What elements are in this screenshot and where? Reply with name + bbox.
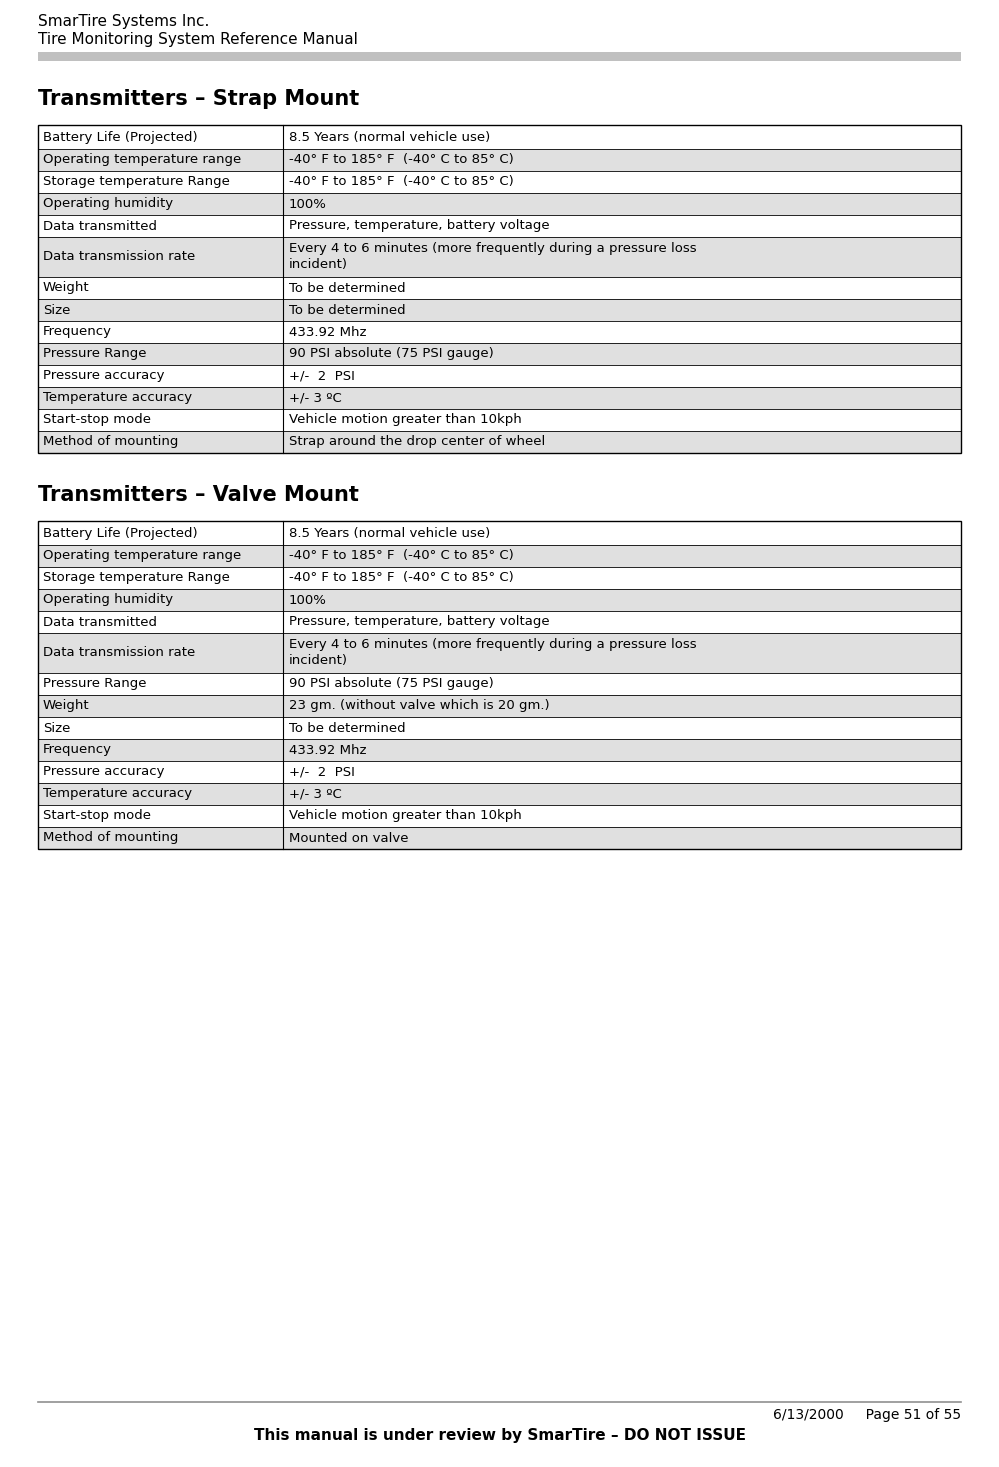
Text: 100%: 100%	[289, 198, 327, 210]
Text: Frequency: Frequency	[43, 326, 112, 339]
Text: incident): incident)	[289, 258, 348, 271]
Bar	[38, 172, 961, 194]
Bar	[38, 521, 961, 546]
Text: To be determined: To be determined	[289, 722, 406, 735]
Text: 8.5 Years (normal vehicle use): 8.5 Years (normal vehicle use)	[289, 527, 490, 540]
Text: Size: Size	[43, 722, 70, 735]
Bar	[38, 673, 961, 695]
Text: To be determined: To be determined	[289, 282, 406, 295]
Bar	[38, 761, 961, 783]
Text: -40° F to 185° F  (-40° C to 85° C): -40° F to 185° F (-40° C to 85° C)	[289, 572, 513, 584]
Bar	[38, 321, 961, 343]
Text: Frequency: Frequency	[43, 744, 112, 757]
Bar	[38, 150, 961, 172]
Bar	[38, 277, 961, 299]
Text: Operating temperature range: Operating temperature range	[43, 154, 241, 166]
Text: Weight: Weight	[43, 700, 90, 713]
Text: +/- 3 ºC: +/- 3 ºC	[289, 392, 342, 405]
Text: -40° F to 185° F  (-40° C to 85° C): -40° F to 185° F (-40° C to 85° C)	[289, 176, 513, 188]
Bar	[38, 194, 961, 216]
Text: Vehicle motion greater than 10kph: Vehicle motion greater than 10kph	[289, 810, 521, 823]
Text: Pressure accuracy: Pressure accuracy	[43, 370, 165, 383]
Text: Operating temperature range: Operating temperature range	[43, 550, 241, 562]
Text: Start-stop mode: Start-stop mode	[43, 414, 151, 427]
Text: Operating humidity: Operating humidity	[43, 594, 173, 606]
Text: Every 4 to 6 minutes (more frequently during a pressure loss: Every 4 to 6 minutes (more frequently du…	[289, 242, 696, 255]
Text: Method of mounting: Method of mounting	[43, 832, 179, 845]
Bar	[38, 343, 961, 365]
Text: SmarTire Systems Inc.: SmarTire Systems Inc.	[38, 15, 210, 29]
Bar	[38, 238, 961, 277]
Bar	[38, 568, 961, 588]
Text: To be determined: To be determined	[289, 304, 406, 317]
Text: Pressure Range: Pressure Range	[43, 348, 147, 361]
Bar	[38, 125, 961, 453]
Bar	[38, 365, 961, 387]
Text: +/-  2  PSI: +/- 2 PSI	[289, 370, 355, 383]
Text: Data transmitted: Data transmitted	[43, 220, 157, 232]
Text: Method of mounting: Method of mounting	[43, 436, 179, 449]
Text: Start-stop mode: Start-stop mode	[43, 810, 151, 823]
Text: -40° F to 185° F  (-40° C to 85° C): -40° F to 185° F (-40° C to 85° C)	[289, 154, 513, 166]
Bar	[38, 805, 961, 827]
Text: Data transmission rate: Data transmission rate	[43, 647, 195, 660]
Text: Temperature accuracy: Temperature accuracy	[43, 788, 192, 801]
Text: 100%: 100%	[289, 594, 327, 606]
Text: Pressure Range: Pressure Range	[43, 678, 147, 691]
Text: Tire Monitoring System Reference Manual: Tire Monitoring System Reference Manual	[38, 32, 358, 47]
Text: Mounted on valve: Mounted on valve	[289, 832, 409, 845]
Text: Every 4 to 6 minutes (more frequently during a pressure loss: Every 4 to 6 minutes (more frequently du…	[289, 638, 696, 651]
Bar	[38, 610, 961, 632]
Text: Transmitters – Strap Mount: Transmitters – Strap Mount	[38, 89, 360, 109]
Text: Vehicle motion greater than 10kph: Vehicle motion greater than 10kph	[289, 414, 521, 427]
Text: +/- 3 ºC: +/- 3 ºC	[289, 788, 342, 801]
Text: incident): incident)	[289, 654, 348, 666]
Bar	[38, 387, 961, 409]
Text: Pressure, temperature, battery voltage: Pressure, temperature, battery voltage	[289, 616, 549, 628]
Text: 8.5 Years (normal vehicle use): 8.5 Years (normal vehicle use)	[289, 131, 490, 144]
Text: +/-  2  PSI: +/- 2 PSI	[289, 766, 355, 779]
Bar	[38, 695, 961, 717]
Bar	[38, 51, 961, 62]
Text: Pressure accuracy: Pressure accuracy	[43, 766, 165, 779]
Text: Temperature accuracy: Temperature accuracy	[43, 392, 192, 405]
Text: 90 PSI absolute (75 PSI gauge): 90 PSI absolute (75 PSI gauge)	[289, 678, 494, 691]
Text: Strap around the drop center of wheel: Strap around the drop center of wheel	[289, 436, 544, 449]
Bar	[38, 783, 961, 805]
Text: Size: Size	[43, 304, 70, 317]
Bar	[38, 739, 961, 761]
Text: Operating humidity: Operating humidity	[43, 198, 173, 210]
Bar	[38, 717, 961, 739]
Text: 6/13/2000     Page 51 of 55: 6/13/2000 Page 51 of 55	[773, 1408, 961, 1422]
Text: 23 gm. (without valve which is 20 gm.): 23 gm. (without valve which is 20 gm.)	[289, 700, 549, 713]
Text: 433.92 Mhz: 433.92 Mhz	[289, 326, 366, 339]
Bar	[38, 521, 961, 849]
Text: Storage temperature Range: Storage temperature Range	[43, 176, 230, 188]
Text: Weight: Weight	[43, 282, 90, 295]
Text: Battery Life (Projected): Battery Life (Projected)	[43, 131, 198, 144]
Text: 90 PSI absolute (75 PSI gauge): 90 PSI absolute (75 PSI gauge)	[289, 348, 494, 361]
Bar	[38, 299, 961, 321]
Text: Storage temperature Range: Storage temperature Range	[43, 572, 230, 584]
Text: Data transmission rate: Data transmission rate	[43, 251, 195, 264]
Text: Battery Life (Projected): Battery Life (Projected)	[43, 527, 198, 540]
Bar	[38, 588, 961, 610]
Bar	[38, 632, 961, 673]
Text: This manual is under review by SmarTire – DO NOT ISSUE: This manual is under review by SmarTire …	[254, 1427, 745, 1444]
Bar	[38, 431, 961, 453]
Text: Data transmitted: Data transmitted	[43, 616, 157, 628]
Bar	[38, 216, 961, 238]
Bar	[38, 125, 961, 150]
Text: 433.92 Mhz: 433.92 Mhz	[289, 744, 366, 757]
Bar	[38, 546, 961, 568]
Bar	[38, 827, 961, 849]
Text: Pressure, temperature, battery voltage: Pressure, temperature, battery voltage	[289, 220, 549, 232]
Text: Transmitters – Valve Mount: Transmitters – Valve Mount	[38, 486, 359, 505]
Bar	[38, 409, 961, 431]
Text: -40° F to 185° F  (-40° C to 85° C): -40° F to 185° F (-40° C to 85° C)	[289, 550, 513, 562]
